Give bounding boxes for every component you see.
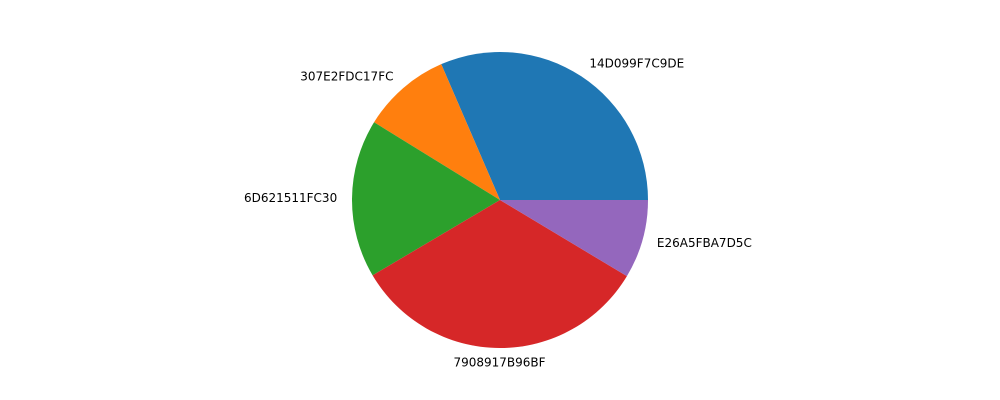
pie-slices bbox=[352, 51, 648, 349]
pie-label-14D099F7C9DE: 14D099F7C9DE bbox=[589, 56, 684, 70]
pie-label-6D621511FC30: 6D621511FC30 bbox=[244, 191, 337, 205]
pie-label-E26A5FBA7D5C: E26A5FBA7D5C bbox=[657, 236, 752, 250]
pie-label-307E2FDC17FC: 307E2FDC17FC bbox=[300, 69, 393, 83]
pie-label-7908917B96BF: 7908917B96BF bbox=[453, 355, 545, 369]
pie-slice-14D099F7C9DE bbox=[441, 51, 648, 200]
pie-slice-307E2FDC17FC bbox=[374, 64, 500, 200]
pie-slice-6D621511FC30 bbox=[352, 122, 500, 276]
pie-slice-E26A5FBA7D5C bbox=[500, 200, 648, 277]
pie-slice-7908917B96BF bbox=[372, 200, 627, 349]
pie-labels: 14D099F7C9DE 307E2FDC17FC 6D621511FC30 7908… bbox=[244, 56, 752, 369]
